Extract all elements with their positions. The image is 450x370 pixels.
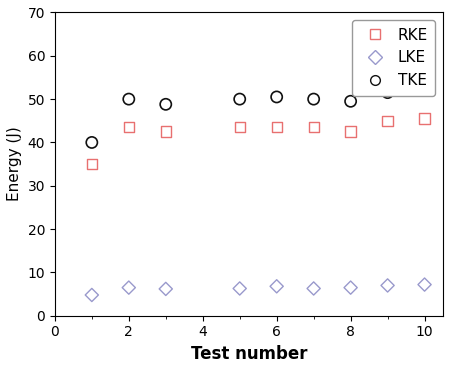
X-axis label: Test number: Test number [191, 345, 307, 363]
Point [310, 286, 317, 292]
Point [236, 96, 243, 102]
Point [88, 161, 95, 167]
Point [421, 282, 428, 287]
Point [347, 98, 354, 104]
Point [125, 124, 132, 130]
Point [88, 139, 95, 145]
Point [125, 96, 132, 102]
Point [347, 285, 354, 290]
Point [384, 282, 391, 288]
Point [162, 286, 169, 292]
Point [162, 101, 169, 107]
Point [421, 87, 428, 93]
Point [273, 124, 280, 130]
Point [162, 129, 169, 135]
Point [273, 283, 280, 289]
Legend: RKE, LKE, TKE: RKE, LKE, TKE [352, 20, 436, 95]
Point [384, 90, 391, 95]
Point [384, 118, 391, 124]
Point [421, 116, 428, 122]
Point [310, 96, 317, 102]
Point [236, 124, 243, 130]
Point [310, 124, 317, 130]
Point [273, 94, 280, 100]
Point [125, 285, 132, 290]
Point [236, 286, 243, 292]
Point [88, 292, 95, 298]
Point [347, 129, 354, 135]
Y-axis label: Energy (J): Energy (J) [7, 127, 22, 202]
